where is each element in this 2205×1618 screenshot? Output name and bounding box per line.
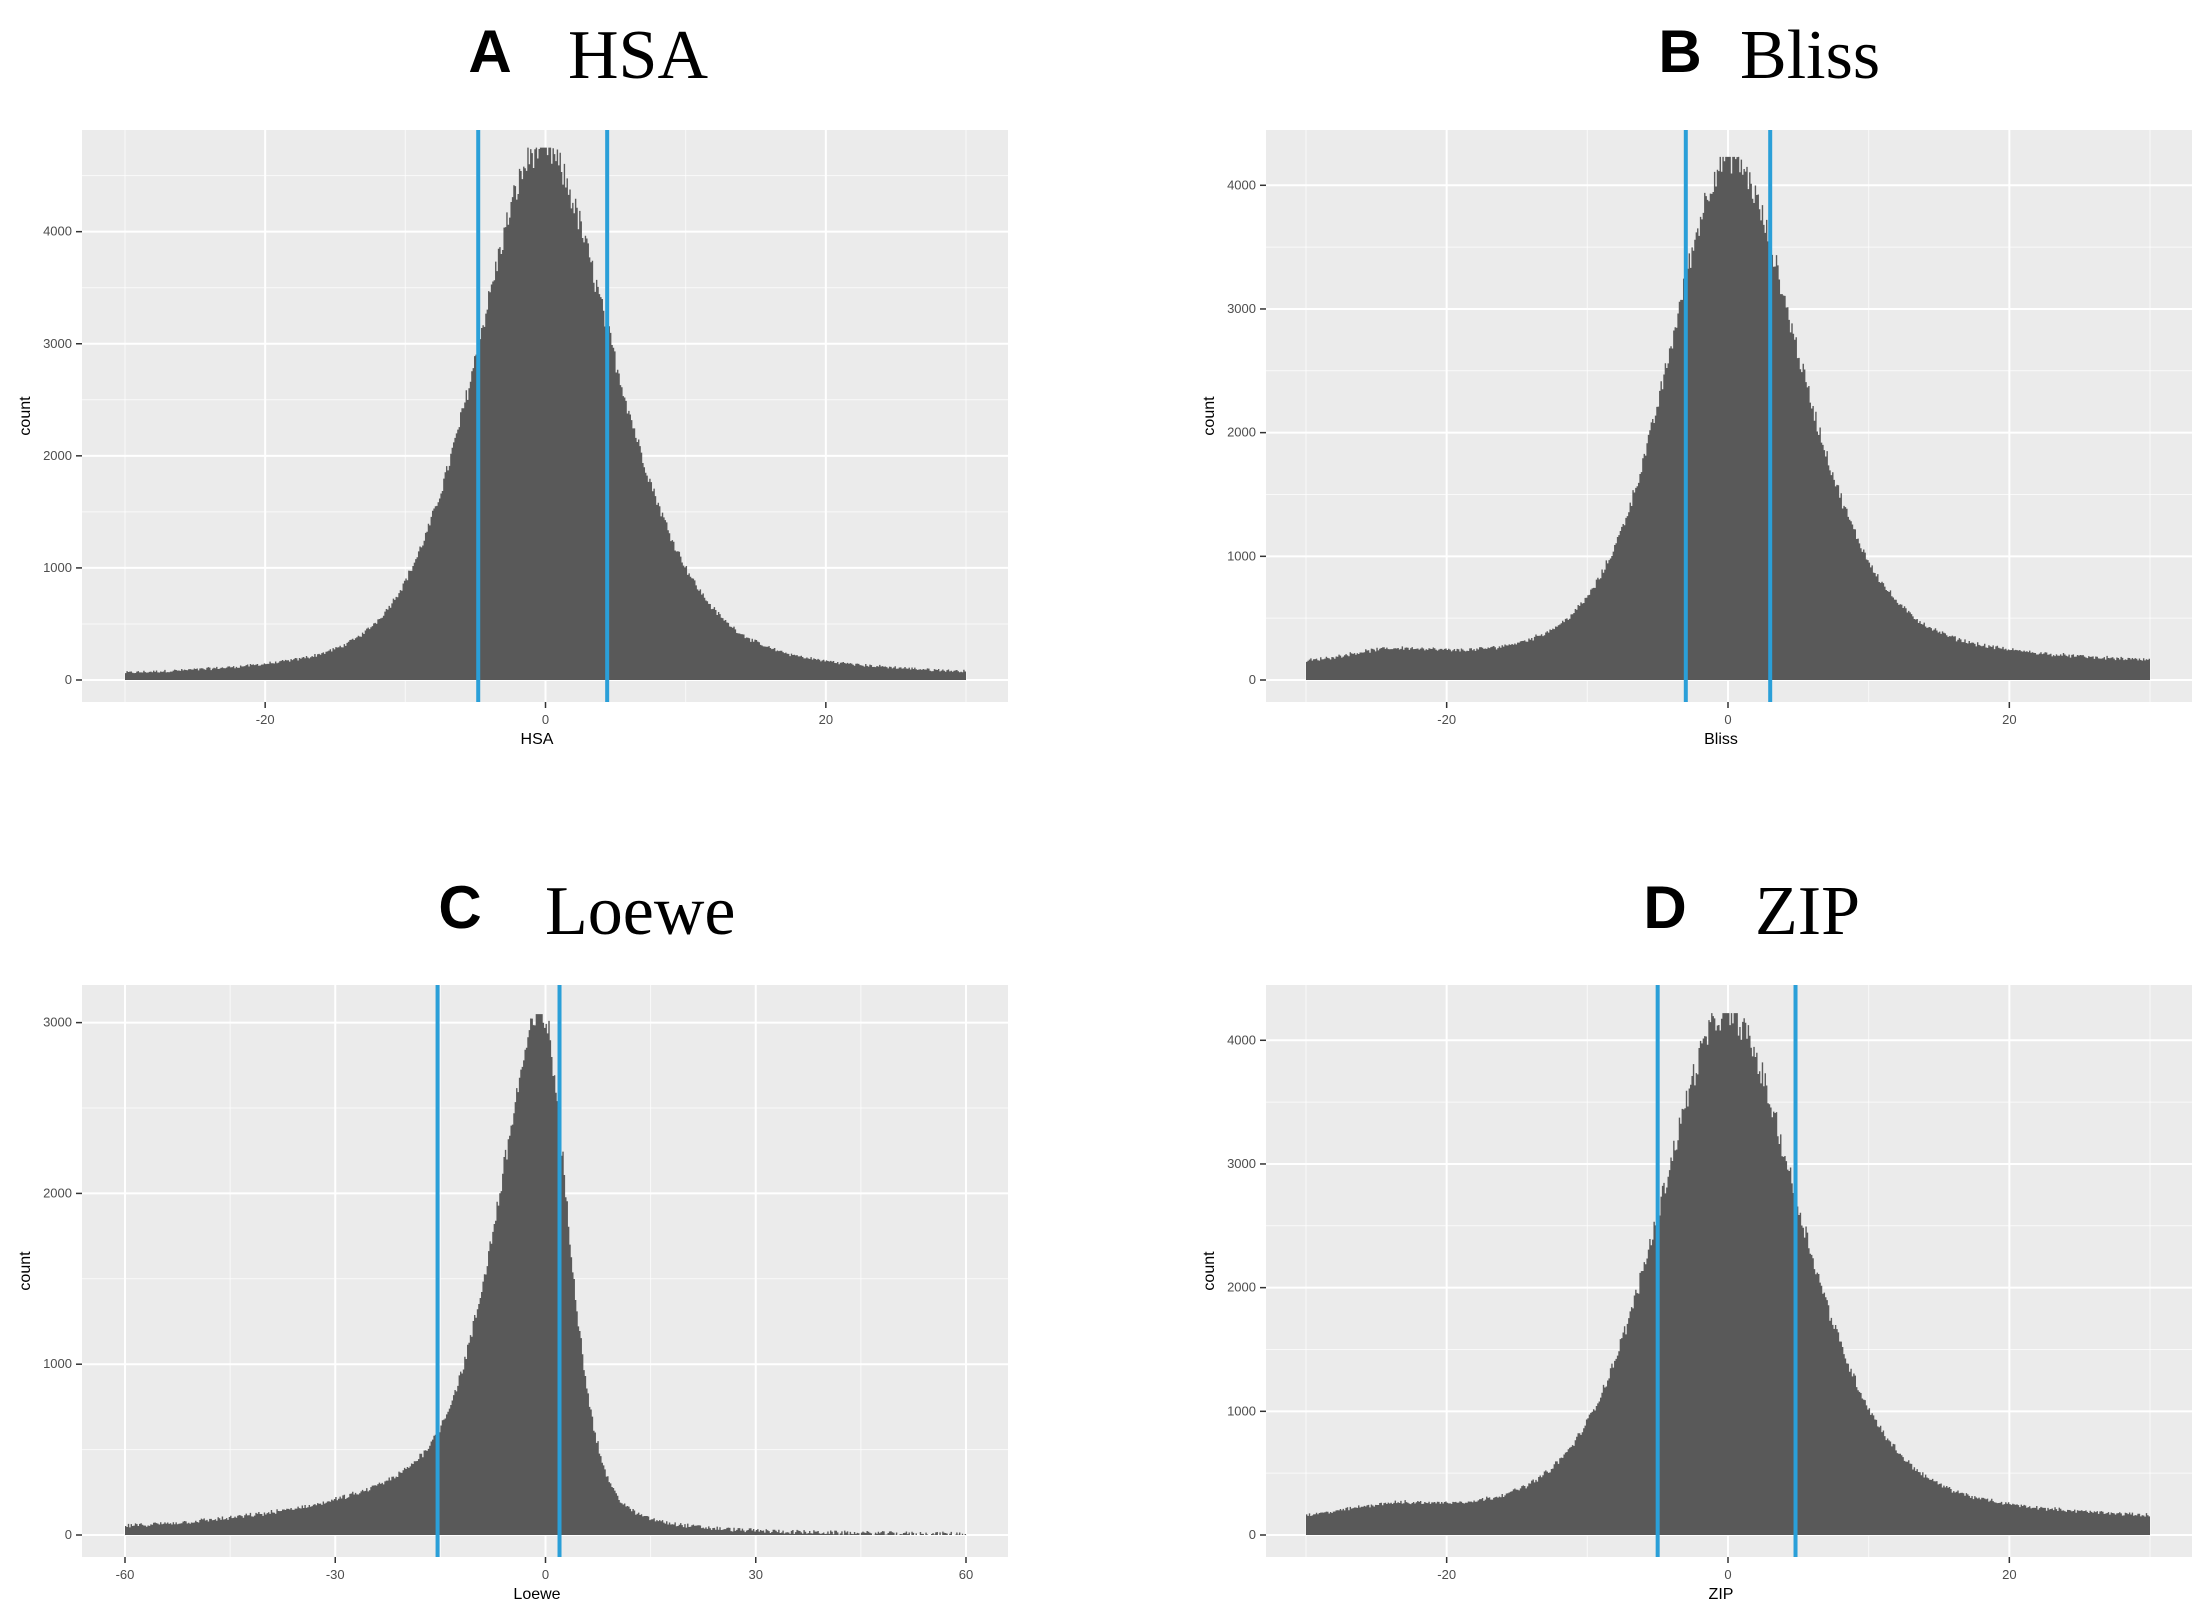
y-tick-label: 2000 bbox=[43, 1185, 72, 1200]
y-tick-label: 0 bbox=[1249, 672, 1256, 687]
panel-letter: A bbox=[468, 18, 511, 85]
y-tick-label: 3000 bbox=[43, 336, 72, 351]
y-tick-label: 1000 bbox=[43, 560, 72, 575]
x-axis-label: Bliss bbox=[1704, 731, 1738, 748]
y-tick-label: 4000 bbox=[43, 224, 72, 239]
x-tick-label: 0 bbox=[1724, 1567, 1731, 1582]
panel-letter: D bbox=[1643, 874, 1686, 941]
panel-title: HSA bbox=[568, 17, 708, 94]
x-tick-label: 30 bbox=[749, 1567, 763, 1582]
x-axis-label: ZIP bbox=[1709, 1586, 1734, 1603]
y-tick-label: 1000 bbox=[1227, 1403, 1256, 1418]
y-axis-label: count bbox=[1201, 396, 1218, 436]
histogram-bars bbox=[125, 147, 966, 681]
histogram-bars bbox=[1306, 156, 2150, 681]
y-tick-label: 0 bbox=[65, 672, 72, 687]
chart-panel-d: D ZIP -20 0 20 0 1000 2000 3000 4000 ZIP count bbox=[1201, 873, 2192, 1603]
chart-panel-b: B Bliss -20 0 20 0 1000 2000 3000 4000 Bliss count bbox=[1201, 17, 2192, 748]
panel-title: Bliss bbox=[1740, 17, 1880, 94]
x-tick-label: 20 bbox=[2002, 1567, 2016, 1582]
y-tick-label: 3000 bbox=[1227, 1156, 1256, 1171]
x-tick-label: 0 bbox=[542, 712, 549, 727]
x-tick-label: 0 bbox=[542, 1567, 549, 1582]
y-tick-label: 1000 bbox=[43, 1356, 72, 1371]
panel-title: ZIP bbox=[1755, 873, 1860, 950]
panel-title: Loewe bbox=[545, 873, 735, 950]
histogram-bars bbox=[1306, 1013, 2150, 1535]
x-tick-label: -20 bbox=[256, 712, 275, 727]
histogram-bars bbox=[125, 1014, 966, 1535]
y-tick-label: 3000 bbox=[43, 1015, 72, 1030]
chart-panel-a: A HSA -20 0 20 0 1000 2000 3000 4000 HSA count bbox=[17, 17, 1008, 748]
x-tick-label: 60 bbox=[959, 1567, 973, 1582]
y-tick-label: 0 bbox=[65, 1527, 72, 1542]
x-tick-label: 20 bbox=[819, 712, 833, 727]
y-axis-label: count bbox=[17, 1251, 34, 1291]
x-tick-label: 20 bbox=[2002, 712, 2016, 727]
y-axis-label: count bbox=[1201, 1251, 1218, 1291]
chart-panel-c: C Loewe -60 -30 0 30 60 0 1000 2000 3000 Loewe count bbox=[17, 873, 1008, 1603]
x-tick-label: -20 bbox=[1437, 1567, 1456, 1582]
x-axis-label: HSA bbox=[521, 731, 554, 748]
y-axis-label: count bbox=[17, 396, 34, 436]
y-tick-label: 2000 bbox=[1227, 1280, 1256, 1295]
y-tick-label: 2000 bbox=[43, 448, 72, 463]
x-axis-label: Loewe bbox=[513, 1586, 560, 1603]
panel-letter: C bbox=[438, 874, 481, 941]
y-tick-label: 3000 bbox=[1227, 301, 1256, 316]
x-tick-label: -20 bbox=[1437, 712, 1456, 727]
panel-letter: B bbox=[1658, 18, 1701, 85]
x-tick-label: 0 bbox=[1724, 712, 1731, 727]
y-tick-label: 0 bbox=[1249, 1527, 1256, 1542]
y-tick-label: 4000 bbox=[1227, 177, 1256, 192]
x-tick-label: -60 bbox=[116, 1567, 135, 1582]
x-tick-label: -30 bbox=[326, 1567, 345, 1582]
y-tick-label: 4000 bbox=[1227, 1032, 1256, 1047]
y-tick-label: 2000 bbox=[1227, 425, 1256, 440]
y-tick-label: 1000 bbox=[1227, 548, 1256, 563]
